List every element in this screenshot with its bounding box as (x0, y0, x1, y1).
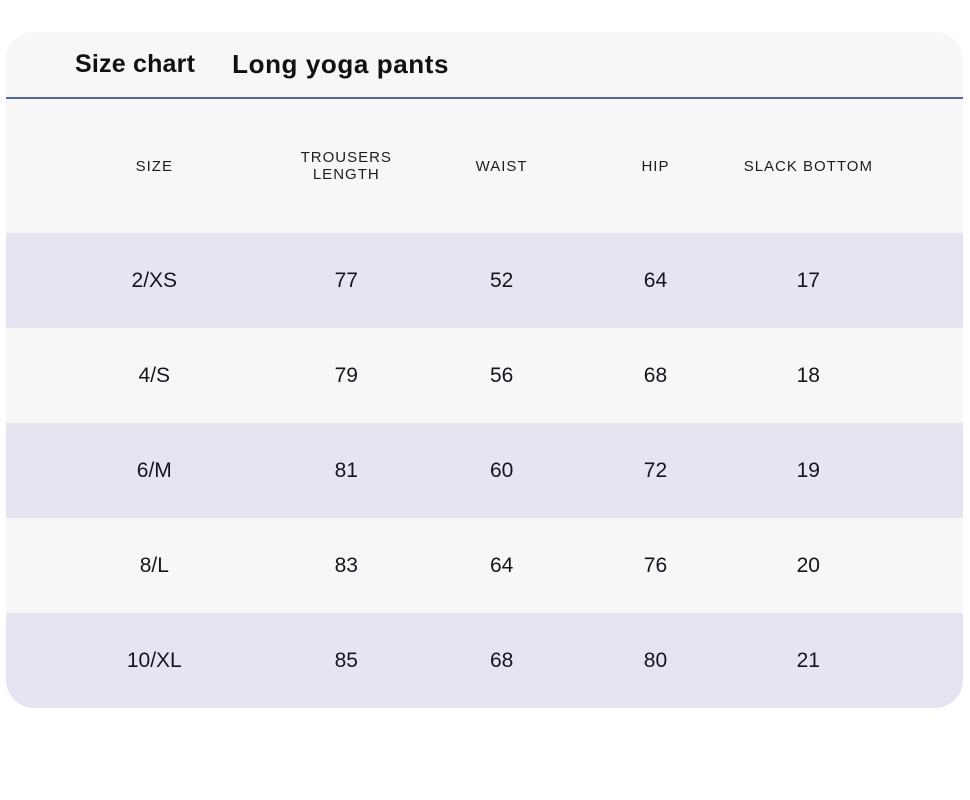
header-divider (6, 97, 963, 99)
cell-slack-bottom: 17 (796, 268, 820, 292)
cell-trousers-length: 83 (334, 553, 358, 577)
table-row: 10/XL 85 68 80 21 (6, 613, 963, 708)
cell-hip: 76 (643, 553, 668, 577)
cell-waist: 56 (489, 363, 514, 387)
table-row: 8/L 83 64 76 20 (6, 518, 963, 613)
column-header-size: SIZE (135, 157, 173, 175)
cell-size: 2/XS (131, 268, 178, 292)
cell-trousers-length: 77 (334, 268, 358, 292)
section-title: Size chart (75, 50, 196, 78)
table-row: 2/XS 77 52 64 17 (6, 233, 963, 328)
cell-size: 4/S (138, 363, 171, 387)
cell-hip: 72 (643, 458, 668, 482)
cell-waist: 64 (489, 553, 514, 577)
cell-trousers-length: 85 (334, 648, 358, 672)
cell-slack-bottom: 19 (796, 458, 820, 482)
column-header-hip: HIP (641, 157, 670, 175)
column-header-trousers-length: TROUSERS LENGTH (300, 149, 392, 183)
table-row: 4/S 79 56 68 18 (6, 328, 963, 423)
cell-slack-bottom: 20 (796, 553, 820, 577)
cell-slack-bottom: 18 (796, 363, 820, 387)
table-header-row: SIZE TROUSERS LENGTH WAIST HIP SLACK BOT… (6, 99, 963, 233)
cell-waist: 60 (489, 458, 514, 482)
table-row: 6/M 81 60 72 19 (6, 423, 963, 518)
cell-trousers-length: 81 (334, 458, 358, 482)
cell-waist: 52 (489, 268, 514, 292)
size-chart-title-bar: Size chart Long yoga pants (6, 32, 963, 97)
column-header-waist: WAIST (475, 157, 528, 175)
product-name: Long yoga pants (232, 49, 450, 79)
cell-hip: 68 (643, 363, 668, 387)
size-chart-card: Size chart Long yoga pants SIZE TROUSERS… (6, 32, 963, 708)
cell-size: 10/XL (126, 648, 182, 672)
cell-trousers-length: 79 (334, 363, 358, 387)
cell-size: 8/L (139, 553, 169, 577)
cell-hip: 80 (643, 648, 668, 672)
cell-size: 6/M (136, 458, 172, 482)
cell-hip: 64 (643, 268, 668, 292)
column-header-slack-bottom: SLACK BOTTOM (743, 157, 873, 175)
cell-slack-bottom: 21 (796, 648, 820, 672)
cell-waist: 68 (489, 648, 514, 672)
